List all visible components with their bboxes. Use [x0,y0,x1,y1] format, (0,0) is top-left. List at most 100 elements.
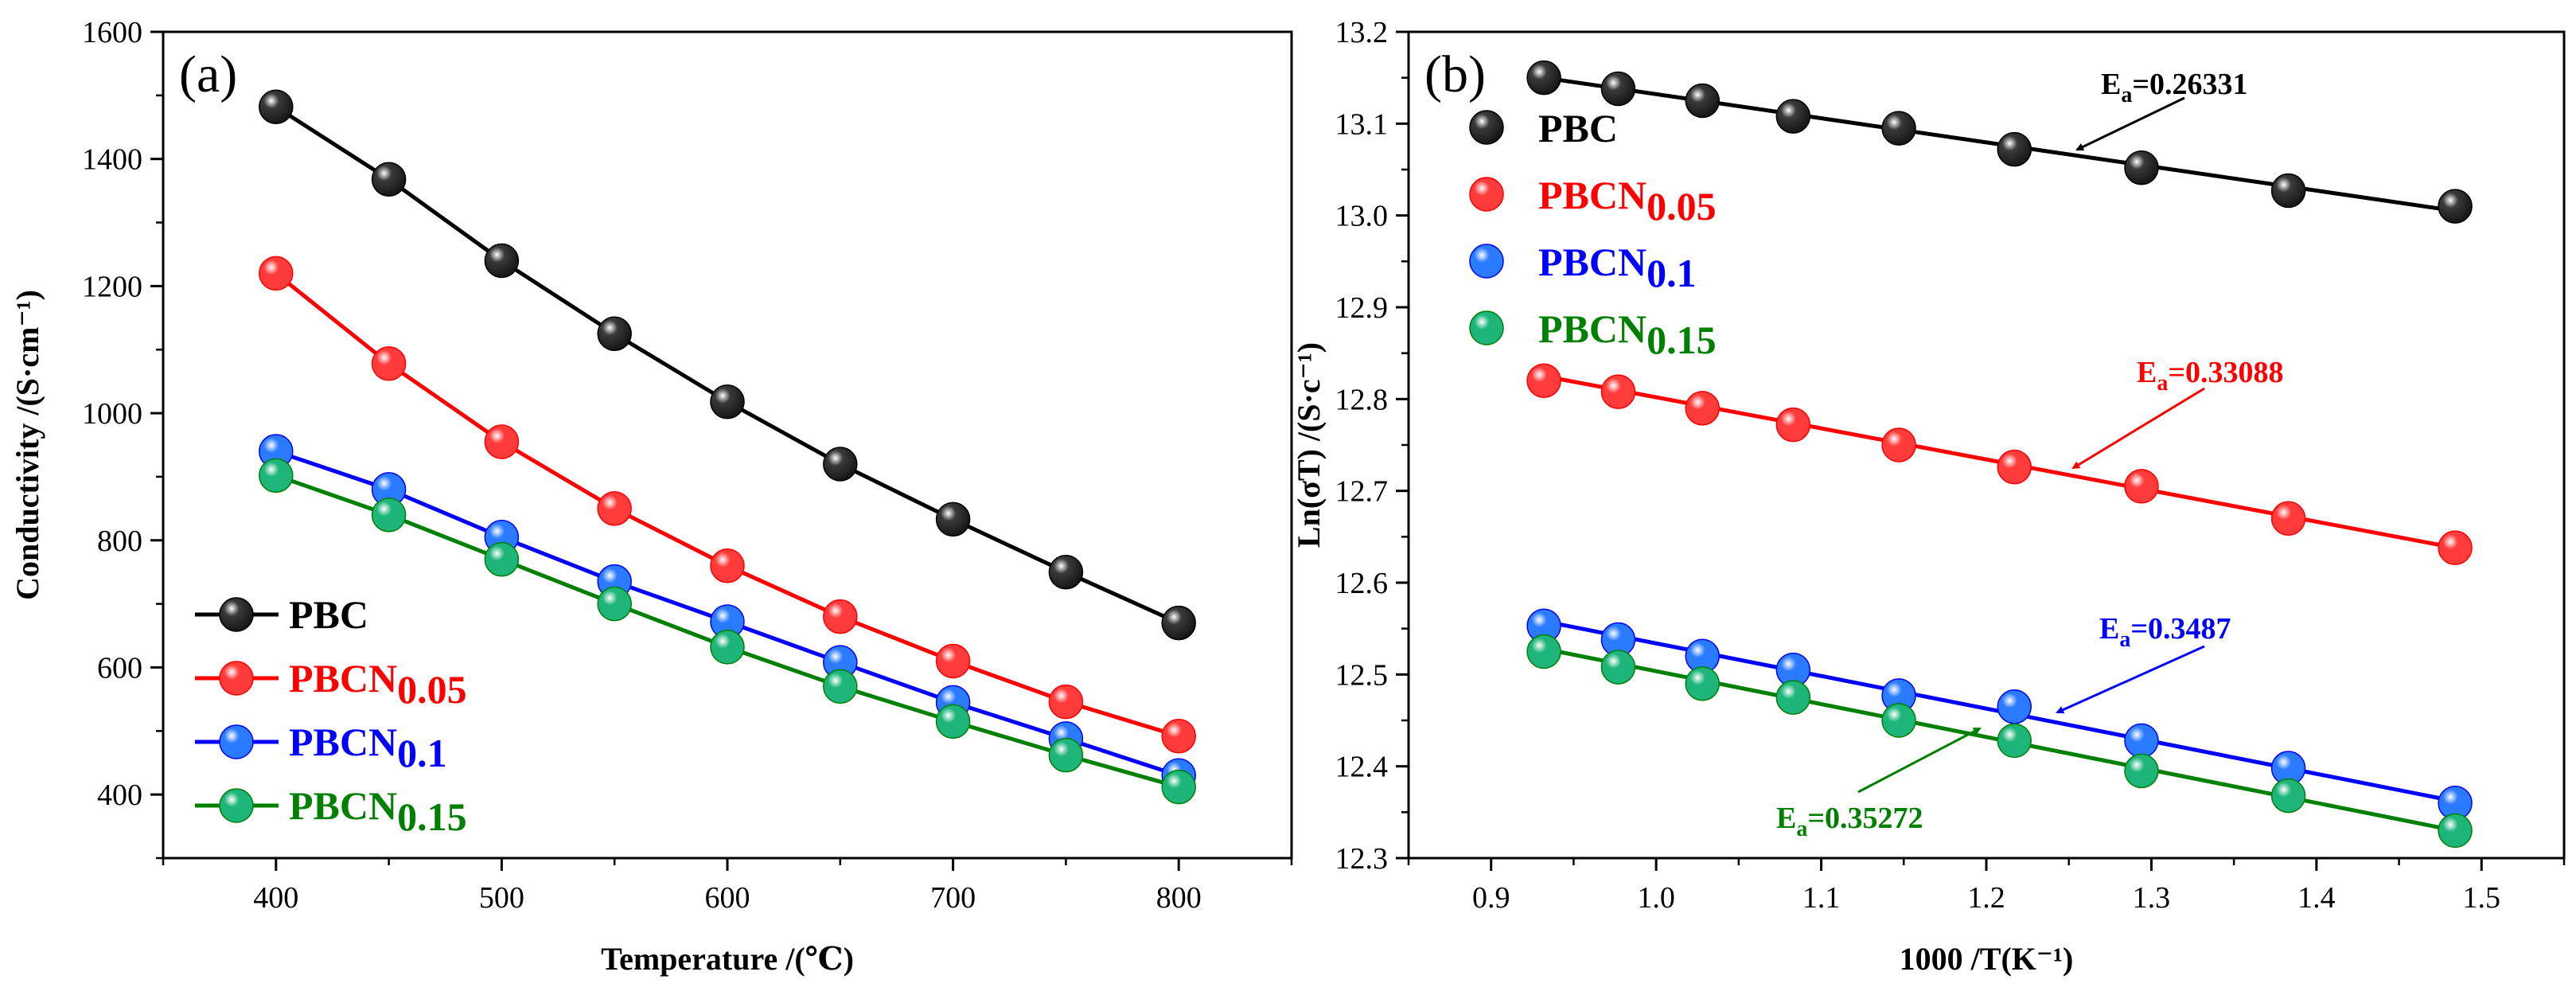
panel-a-y-tick-label: 800 [97,525,142,558]
panel-b-data-point [1997,131,2032,167]
panel-b-ea-annotation: Ea=0.26331 [2101,68,2248,107]
panel-a-x-tick-label: 700 [930,881,976,915]
panel-a-legend-entry: PBC [289,592,368,637]
panel-b-x-tick-label: 1.0 [1637,881,1675,915]
panel-b-plot-frame [1407,30,2566,860]
panel-b-legend-marker [1469,310,1504,345]
panel-a-data-point [710,548,745,583]
panel-b-y-tick-label: 12.8 [1335,383,1389,416]
panel-a-data-point [1161,605,1196,641]
panel-b-data-point [1526,634,1561,669]
panel-a-data-point [484,541,520,577]
panel-b-legend-entry: PBCN0.15 [1538,306,1717,362]
panel-b-ea-annotation: Ea=0.3487 [2099,612,2231,652]
panel-b-y-tick-label: 12.7 [1335,475,1389,509]
panel-a-label: (a) [179,45,237,103]
panel-b-data-point [1775,99,1811,134]
panel-a-y-tick-label: 1600 [82,16,142,49]
panel-a-data-point [597,316,632,352]
panel-b-x-tick-label: 1.3 [2133,881,2171,915]
panel-b-y-tick-label: 13.2 [1335,16,1389,49]
panel-a-x-tick-label: 400 [253,881,298,915]
panel-b-legend-entry: PBCN0.1 [1538,240,1697,295]
panel-b-data-point [2124,753,2159,789]
panel-b-data-point [1997,449,2032,485]
panel-b-data-point [1685,391,1720,426]
panel-a-data-point [1048,554,1084,590]
panel-b-legend-marker [1469,110,1504,145]
panel-a-legend-entry: PBCN0.1 [289,720,447,775]
panel-a-legend-marker [219,597,254,632]
panel-a-data-point [710,384,745,420]
panel-b-data-point [2270,173,2306,209]
panel-a-data-point [259,89,294,124]
panel-b-data-point [1600,71,1636,107]
panel-b-data-point [1881,111,1916,146]
panel-b-data-point [1997,689,2032,724]
panel-a-data-point [484,243,520,279]
panel-b-ea-annotation: Ea=0.33088 [2137,356,2284,396]
panel-b-data-point [1526,363,1561,399]
panel-a-data-point [823,669,858,704]
panel-b-ea-arrow [2075,96,2185,151]
panel-b-ea-arrow [2056,645,2205,714]
panel-a-x-tick-label: 600 [705,881,750,915]
panel-b-data-point [1881,703,1916,738]
panel-a-legend-marker [219,661,254,696]
panel-b-data-point [1685,83,1720,119]
panel-a-data-point [597,586,632,622]
panel-b-legend-marker [1469,244,1504,279]
panel-a-data-point [1048,737,1084,773]
panel-b-x-tick-label: 0.9 [1472,881,1510,915]
panel-a-series-line-0 [275,105,1180,625]
panel-a-data-point [1161,718,1196,754]
panel-b-ea-arrow [2071,387,2205,470]
panel-a-data-point [1161,769,1196,805]
panel-b-data-point [2270,778,2306,814]
panel-b-label: (b) [1424,45,1486,103]
panel-b-legend-entry: PBCN0.05 [1538,173,1717,228]
panel-a-x-tick-label: 800 [1156,881,1202,915]
panel-b-y-tick-label: 13.0 [1335,200,1389,233]
panel-a-data-point [823,599,858,634]
panel-a-data-point [371,162,407,197]
panel-a-y-axis-label: Conductivity /(S·cm⁻¹) [10,290,45,600]
panel-a-data-point [259,256,294,291]
panel-a-legend-entry: PBCN0.15 [289,783,467,839]
panel-a-data-point [371,498,407,533]
panel-b-data-point [1600,374,1636,409]
panel-b-y-tick-label: 12.6 [1335,567,1389,600]
panel-a-legend-marker [219,788,254,823]
panel-a-data-point [259,458,294,494]
panel-b-data-point [2124,150,2159,185]
panel-b-x-tick-label: 1.1 [1802,881,1841,915]
panel-b-data-point [2124,723,2159,759]
panel-b-legend-entry: PBC [1538,106,1618,150]
panel-a-data-point [710,630,745,665]
panel-b-y-axis-label: Ln(σT) /(S·c⁻¹) [1291,342,1327,548]
panel-b-data-point [1881,427,1916,462]
panel-b-data-point [1775,680,1811,715]
panel-a-y-tick-label: 600 [97,651,142,685]
panel-a-data-point [484,424,520,459]
panel-b-data-point [2438,189,2473,224]
panel-b-data-point [1775,407,1811,443]
panel-a-data-point [823,447,858,482]
panel-b-data-point [2270,501,2306,537]
panel-b-ea-arrow [1857,727,1982,794]
panel-a-data-point [935,704,971,739]
panel-a-data-point [597,491,632,526]
panel-b-data-point [2438,813,2473,849]
panel-a-y-tick-label: 400 [97,779,142,812]
panel-a-y-tick-label: 1200 [82,270,142,303]
panel-b-data-point [1997,723,2032,759]
panel-b-x-tick-label: 1.4 [2297,881,2336,915]
panel-b-data-point [1526,60,1561,96]
panel-b-ea-annotation: Ea=0.35272 [1776,802,1923,841]
panel-a-y-tick-label: 1400 [82,143,142,177]
panel-a-data-point [935,643,971,679]
panel-b-data-point [2124,469,2159,504]
panel-b-y-tick-label: 12.4 [1335,751,1389,784]
panel-b-data-point [1600,650,1636,685]
